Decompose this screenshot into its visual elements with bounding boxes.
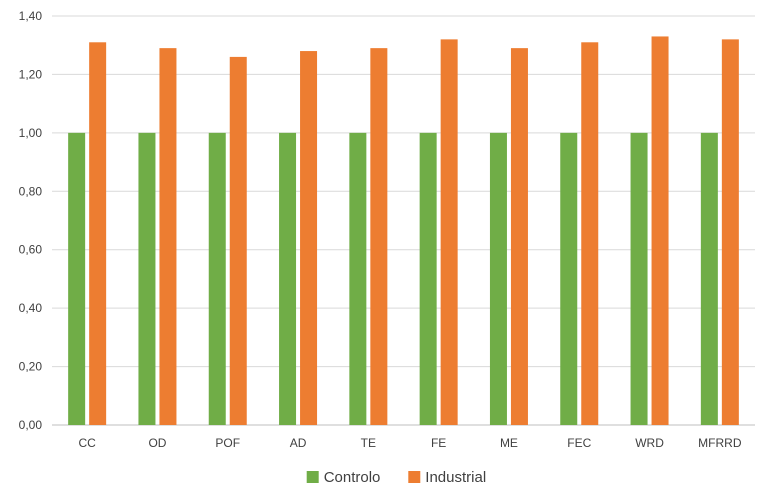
y-axis-ticks: 0,00 0,20 0,40 0,60 0,80 1,00 1,20 1,40 (19, 9, 43, 432)
bar-industrial-od (159, 48, 177, 426)
x-tick-label: FEC (567, 436, 591, 450)
bar-controlo-fe (419, 132, 437, 425)
bar-controlo-fec (560, 132, 578, 425)
bar-controlo-ad (279, 132, 297, 425)
bar-industrial-pof (229, 56, 247, 426)
legend-label: Controlo (324, 469, 381, 486)
bar-controlo-od (138, 132, 156, 425)
bar-controlo-pof (208, 132, 226, 425)
x-tick-label: AD (290, 436, 307, 450)
bar-industrial-cc (89, 42, 107, 426)
x-tick-label: MFRRD (698, 436, 742, 450)
x-tick-label: TE (361, 436, 376, 450)
bar-industrial-ad (300, 51, 318, 426)
bar-industrial-mfrrd (721, 39, 739, 425)
bars (68, 36, 739, 426)
gridlines (52, 15, 755, 426)
y-tick-label: 0,00 (19, 418, 43, 432)
bar-industrial-fec (581, 42, 599, 426)
legend-label: Industrial (425, 469, 486, 486)
bar-industrial-wrd (651, 36, 669, 425)
bar-controlo-mfrrd (700, 132, 718, 425)
y-tick-label: 0,40 (19, 301, 43, 315)
y-tick-label: 1,20 (19, 67, 43, 81)
x-tick-label: FE (431, 436, 446, 450)
legend-swatch (408, 471, 421, 483)
x-tick-label: OD (148, 436, 166, 450)
bar-industrial-te (370, 48, 388, 426)
y-tick-label: 0,20 (19, 360, 43, 374)
y-tick-label: 1,40 (19, 9, 43, 23)
bar-controlo-wrd (630, 132, 648, 425)
x-tick-label: ME (500, 436, 518, 450)
x-tick-label: POF (215, 436, 240, 450)
y-tick-label: 1,00 (19, 126, 43, 140)
y-tick-label: 0,60 (19, 243, 43, 257)
x-tick-label: CC (78, 436, 96, 450)
bar-controlo-te (349, 132, 367, 425)
x-tick-label: WRD (635, 436, 664, 450)
legend: Controlo Industrial (306, 469, 486, 486)
bar-controlo-cc (68, 132, 86, 425)
bar-controlo-me (489, 132, 507, 425)
x-axis-ticks: CC OD POF AD TE FE ME FEC WRD MFRRD (78, 436, 741, 450)
bar-industrial-fe (440, 39, 458, 425)
y-tick-label: 0,80 (19, 184, 43, 198)
legend-swatch (306, 471, 319, 483)
bar-industrial-me (510, 48, 528, 426)
